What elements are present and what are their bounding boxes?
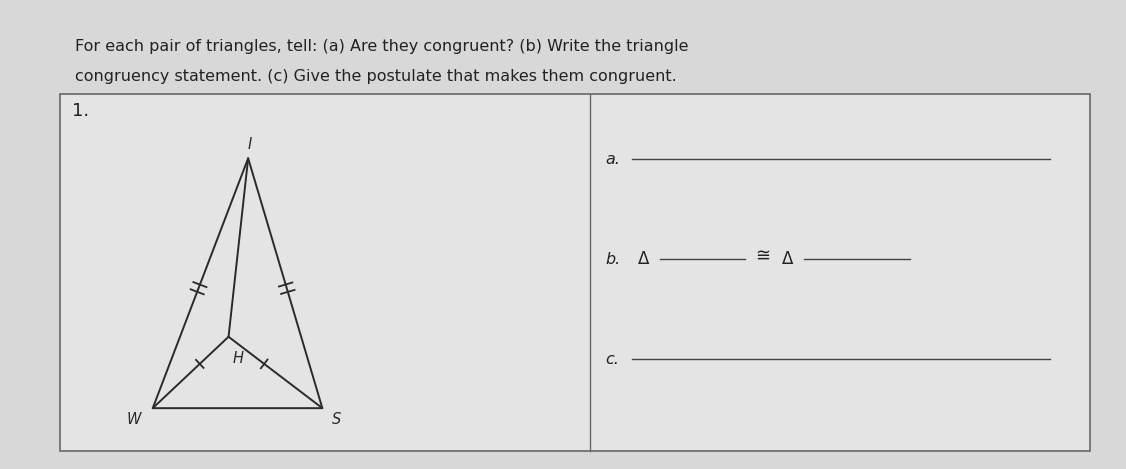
Text: I: I xyxy=(248,137,252,152)
Bar xyxy=(60,94,1090,451)
Text: W: W xyxy=(126,412,141,427)
Text: For each pair of triangles, tell: (a) Are they congruent? (b) Write the triangle: For each pair of triangles, tell: (a) Ar… xyxy=(75,39,688,54)
Text: b.: b. xyxy=(605,251,620,266)
Text: a.: a. xyxy=(605,151,620,166)
Text: Δ: Δ xyxy=(781,250,794,268)
Text: ≅: ≅ xyxy=(756,248,770,266)
Text: 1.: 1. xyxy=(72,102,89,120)
Text: congruency statement. (c) Give the postulate that makes them congruent.: congruency statement. (c) Give the postu… xyxy=(75,69,677,84)
Text: Δ: Δ xyxy=(638,250,650,268)
Text: H: H xyxy=(233,351,243,366)
Text: S: S xyxy=(332,412,341,427)
Text: c.: c. xyxy=(605,351,619,366)
